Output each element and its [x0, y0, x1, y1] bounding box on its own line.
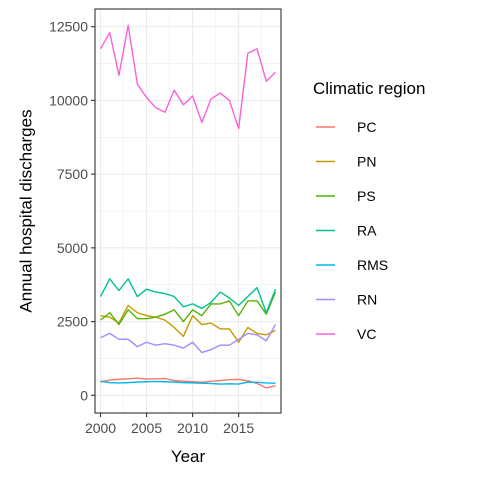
legend-item-pc: PC [316, 119, 376, 135]
legend-label: RN [357, 292, 377, 308]
legend-item-pn: PN [316, 154, 376, 170]
series-line-pn [100, 304, 276, 343]
legend-item-ps: PS [316, 188, 376, 204]
series-line-ps [100, 291, 277, 326]
y-tick-label: 5000 [57, 240, 88, 256]
series-line-ra [99, 278, 277, 314]
legend-label: RMS [357, 257, 388, 273]
legend-label: VC [357, 326, 376, 342]
y-tick-label: 2500 [57, 314, 88, 330]
legend-label: PC [357, 119, 376, 135]
series-line-rn [100, 324, 277, 354]
legend-label: PS [357, 188, 376, 204]
legend-label: PN [357, 154, 376, 170]
x-tick-label: 2005 [131, 420, 162, 436]
x-tick-label: 2015 [223, 420, 254, 436]
y-tick-label: 0 [80, 387, 88, 403]
series-line-rms [100, 380, 276, 385]
legend-title: Climatic region [313, 79, 425, 98]
y-tick-label: 10000 [49, 92, 88, 108]
y-axis-title: Annual hospital discharges [16, 109, 35, 312]
legend-item-vc: VC [316, 326, 376, 342]
legend-item-ra: RA [316, 223, 377, 239]
plot-panel-border [94, 8, 282, 414]
legend-item-rms: RMS [316, 257, 388, 273]
series-lines [99, 24, 277, 389]
x-tick-label: 2010 [177, 420, 208, 436]
legend-item-rn: RN [316, 292, 377, 308]
y-axis-ticks: 0 2500 5000 7500 10000 12500 [49, 19, 95, 403]
x-axis-ticks: 2000 2005 2010 2015 [85, 413, 254, 436]
x-axis-title: Year [171, 447, 206, 466]
series-line-pc [100, 377, 276, 389]
y-tick-label: 12500 [49, 19, 88, 35]
y-tick-label: 7500 [57, 166, 88, 182]
legend: PC PN PS RA RMS RN VC [316, 119, 388, 342]
series-line-vc [99, 24, 276, 130]
legend-label: RA [357, 223, 377, 239]
x-tick-label: 2000 [85, 420, 116, 436]
minor-gridlines [95, 9, 281, 413]
